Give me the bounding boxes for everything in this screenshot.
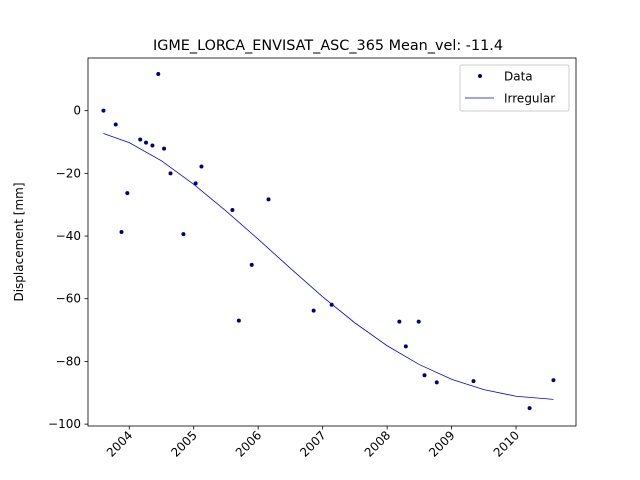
plot-area: [101, 71, 556, 411]
data-point: [156, 71, 161, 76]
data-point: [101, 108, 106, 113]
legend-swatch: [478, 74, 482, 78]
legend-label: Data: [504, 70, 533, 84]
chart-title: IGME_LORCA_ENVISAT_ASC_365 Mean_vel: -11…: [153, 38, 503, 54]
data-point: [193, 181, 198, 186]
data-point: [230, 208, 235, 213]
data-point: [266, 197, 271, 202]
legend-box: [459, 64, 570, 112]
y-tick-label: 0: [73, 104, 81, 118]
y-tick-label: −20: [56, 166, 81, 180]
axes-frame: [87, 57, 577, 427]
data-point: [434, 380, 439, 385]
y-tick-label: −80: [56, 354, 81, 368]
y-tick-label: −100: [48, 417, 81, 431]
data-point: [416, 319, 421, 324]
data-point: [113, 122, 118, 127]
data-point: [162, 146, 167, 151]
data-point: [236, 318, 241, 323]
data-point: [249, 262, 254, 267]
data-point: [125, 191, 130, 196]
data-point: [144, 140, 149, 145]
data-point: [138, 137, 143, 142]
fit-line: [103, 133, 554, 400]
data-point: [119, 229, 124, 234]
legend-label: Irregular: [504, 92, 555, 106]
data-point: [397, 319, 402, 324]
data-point: [471, 379, 476, 384]
data-point: [403, 344, 408, 349]
data-point: [181, 232, 186, 237]
data-point: [422, 373, 427, 378]
y-axis-label: Displacement [mm]: [12, 182, 26, 301]
y-tick-label: −40: [56, 229, 81, 243]
data-point: [150, 143, 155, 148]
data-point: [551, 378, 556, 383]
data-point: [199, 164, 204, 169]
data-point: [527, 406, 532, 411]
data-point: [311, 308, 316, 313]
y-tick-label: −60: [56, 292, 81, 306]
data-point: [168, 171, 173, 176]
